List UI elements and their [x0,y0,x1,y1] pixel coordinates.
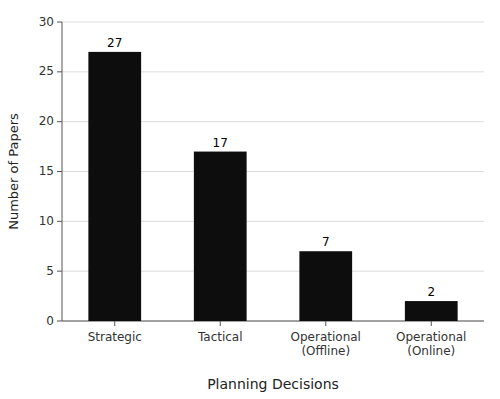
x-tick-label: Operational(Online) [396,330,466,358]
bar [88,52,141,321]
bar [299,251,352,321]
data-label: 2 [427,285,435,299]
x-tick-label-line: (Offline) [301,344,350,358]
y-tick-label: 15 [39,164,54,178]
y-tick [57,221,62,222]
data-label: 7 [322,235,330,249]
bar [194,152,247,321]
y-tick-label: 10 [39,214,54,228]
y-tick-label: 20 [39,114,54,128]
y-tick [57,271,62,272]
x-tick [114,321,115,326]
x-axis-label: Planning Decisions [207,376,339,392]
y-tick-label: 0 [46,314,54,328]
y-tick-label: 25 [39,64,54,78]
y-axis-label: Number of Papers [6,113,21,230]
x-tick-label: Operational(Offline) [291,330,361,358]
x-tick-label-line: Tactical [197,330,243,344]
y-tick-label: 5 [46,264,54,278]
y-axis-line [62,22,63,321]
x-tick [325,321,326,326]
bar [405,301,458,321]
x-tick-label-line: Strategic [88,330,142,344]
y-tick [57,71,62,72]
x-tick-label: Tactical [197,330,243,344]
chart-container: 0 5 10 15 20 25 30 Strategic Tactical Operational… [0,0,500,399]
grid [62,22,484,321]
data-labels: 27 17 7 2 [107,36,435,299]
bars [88,52,457,321]
y-tick [57,22,62,23]
x-tick-label-line: Operational [291,330,361,344]
y-tick-label: 30 [39,15,54,29]
y-tick [57,321,62,322]
data-label: 27 [107,36,122,50]
grid-line [62,22,484,23]
x-tick [220,321,221,326]
chart-svg: 0 5 10 15 20 25 30 Strategic Tactical Operational… [0,0,500,399]
data-label: 17 [213,136,228,150]
x-tick-label-line: (Online) [407,344,455,358]
axes: 0 5 10 15 20 25 30 Strategic Tactical Operational… [39,15,484,359]
y-tick [57,121,62,122]
x-tick [431,321,432,326]
x-tick-label-line: Operational [396,330,466,344]
x-tick-label: Strategic [88,330,142,344]
y-tick [57,171,62,172]
